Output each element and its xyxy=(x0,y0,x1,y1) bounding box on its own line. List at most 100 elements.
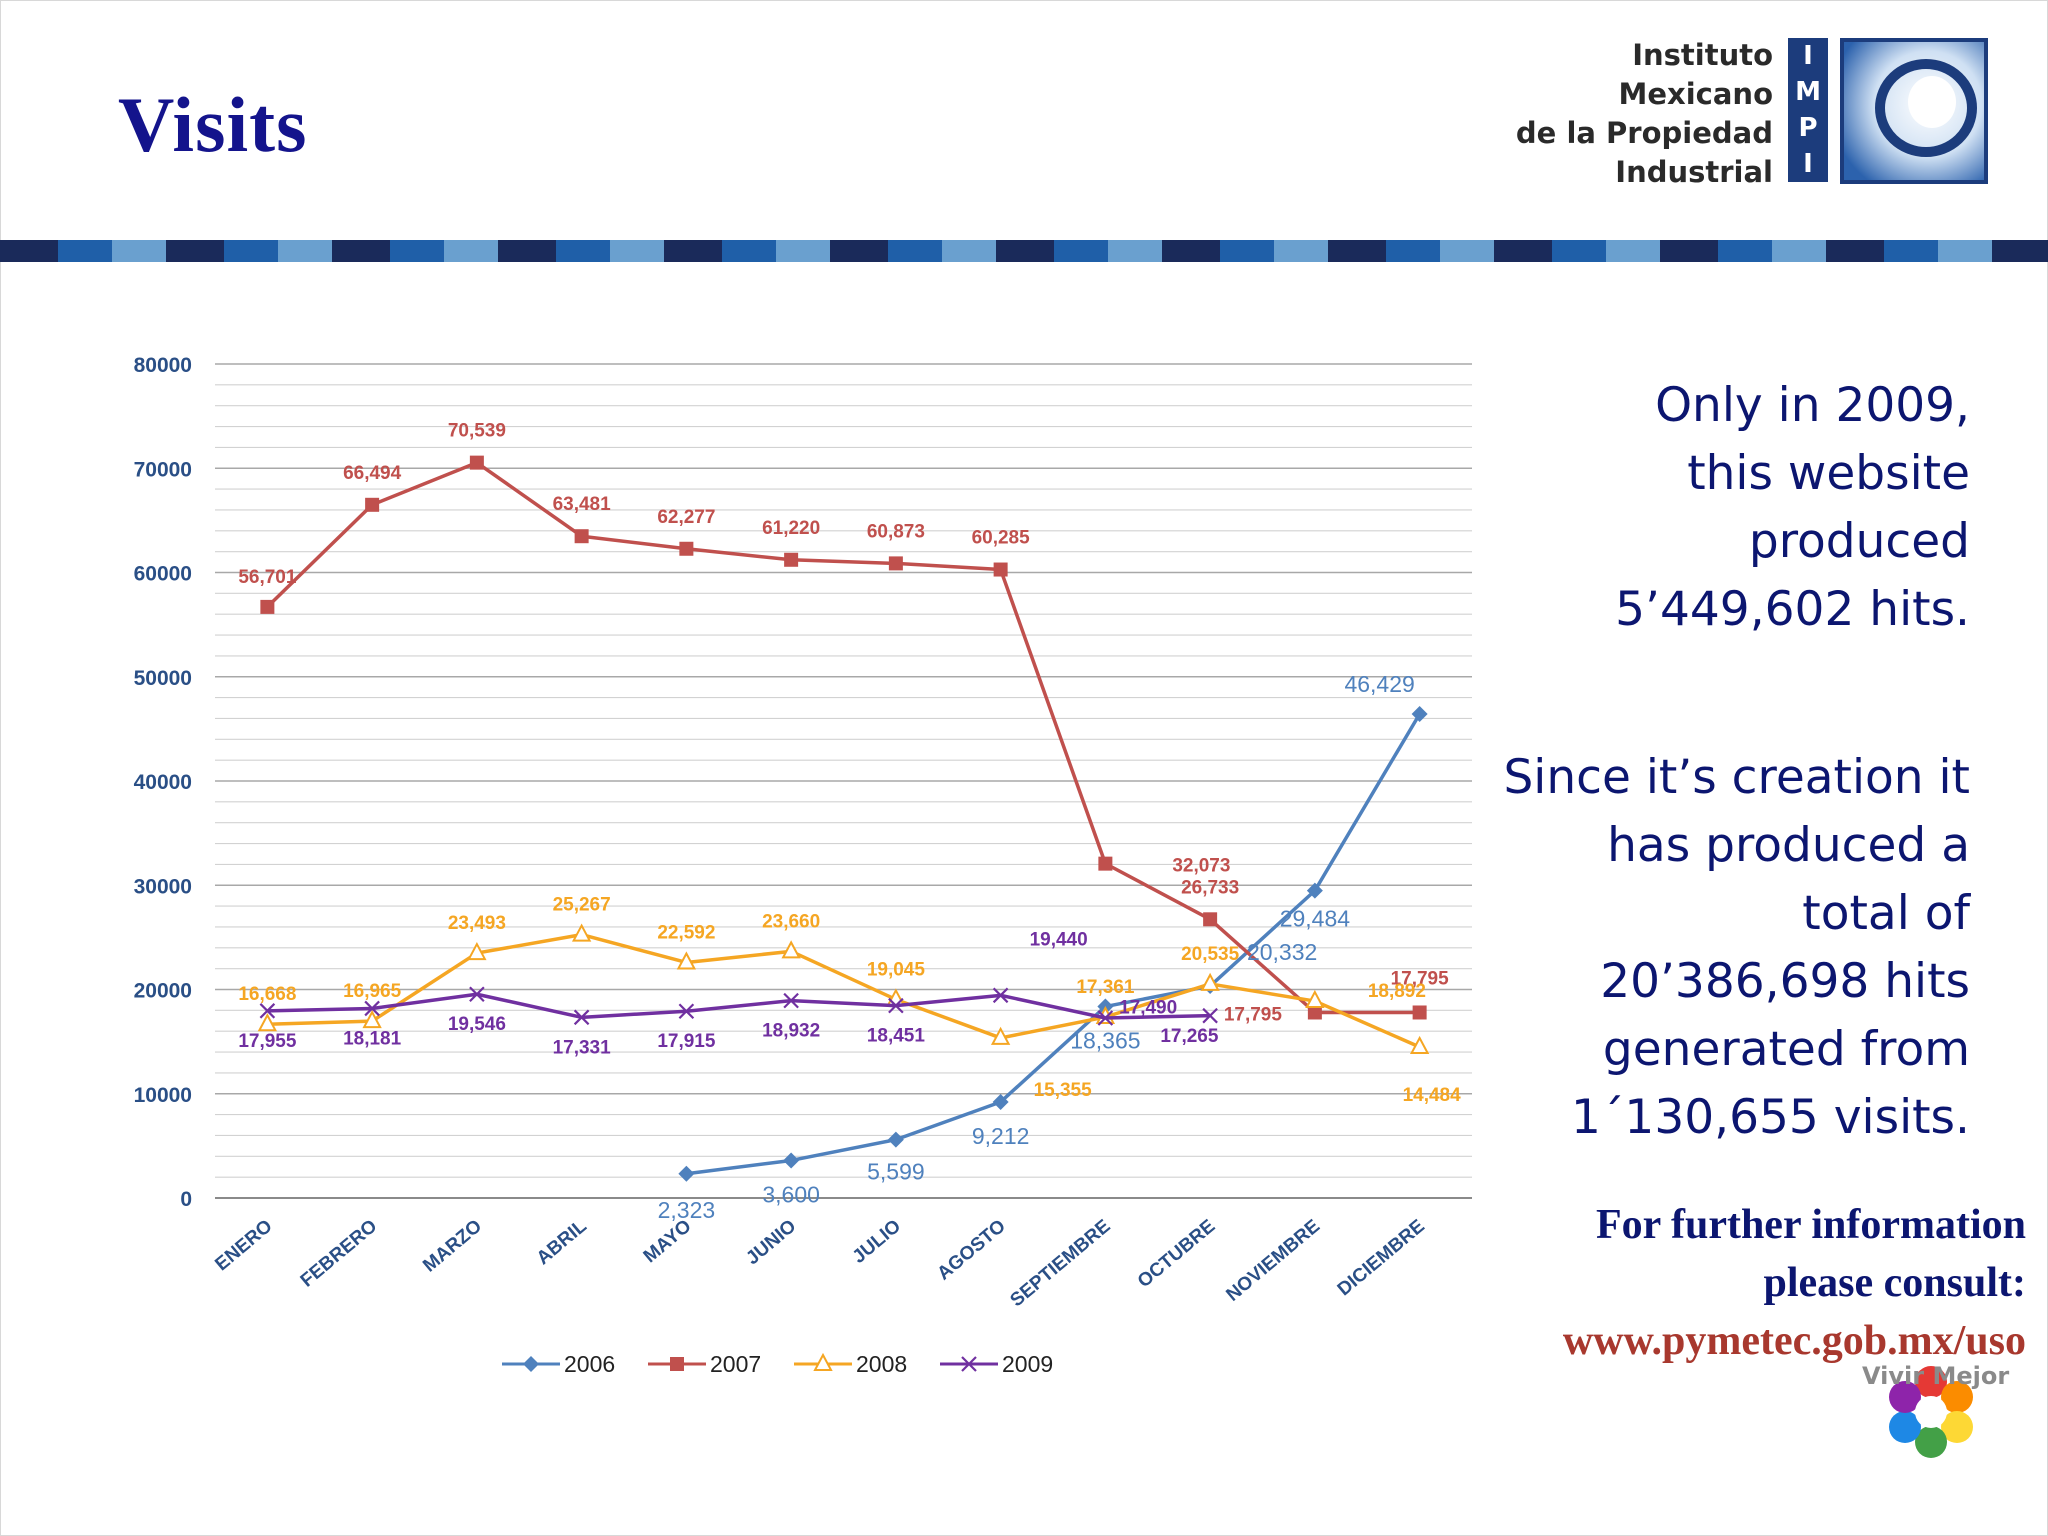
info-line: please consult: xyxy=(1763,1260,2027,1306)
summary-line: this website xyxy=(1687,446,1970,501)
x-tick-label: JUNIO xyxy=(742,1216,800,1269)
stripe-segment xyxy=(390,240,444,262)
stripe-segment xyxy=(830,240,888,262)
stripe-segment xyxy=(444,240,498,262)
x-tick-label: DICIEMBRE xyxy=(1334,1216,1429,1301)
marker-2009 xyxy=(992,987,1009,1004)
info-url-link[interactable]: www.pymetec.gob.mx/uso xyxy=(1562,1318,2026,1364)
logo-line: Instituto xyxy=(1632,38,1773,72)
marker-2008 xyxy=(1200,972,1220,991)
data-label-2007: 63,481 xyxy=(553,494,612,515)
y-tick-label: 30000 xyxy=(134,875,192,898)
y-tick-label: 0 xyxy=(180,1188,192,1211)
stripe-segment xyxy=(1606,240,1660,262)
stripe-segment xyxy=(1386,240,1440,262)
data-label-2009: 17,915 xyxy=(657,1031,716,1052)
data-label-2009: 19,440 xyxy=(1030,929,1088,950)
data-label-2007: 56,701 xyxy=(238,567,297,588)
stripe-segment xyxy=(1772,240,1826,262)
marker-2007 xyxy=(1412,1005,1427,1020)
data-label-2007: 70,539 xyxy=(448,421,506,442)
data-label-2007: 32,073 xyxy=(1172,856,1230,877)
legend-label: 2008 xyxy=(856,1351,907,1377)
marker-2009 xyxy=(783,992,799,1009)
stripe-segment xyxy=(776,240,830,262)
x-tick-label: FEBRERO xyxy=(297,1216,382,1292)
data-label-2006: 3,600 xyxy=(762,1181,820,1207)
logo-line: Mexicano xyxy=(1618,77,1773,111)
marker-2007 xyxy=(574,529,589,544)
marker-2006 xyxy=(1306,882,1323,899)
y-tick-label: 20000 xyxy=(134,980,192,1003)
data-label-2009: 17,490 xyxy=(1119,998,1177,1019)
x-tick-label: ABRIL xyxy=(533,1215,591,1269)
impi-emblem-icon xyxy=(1840,38,1988,184)
y-axis-ticks: 0 10000 20000 30000 40000 50000 60000 70000 8000… xyxy=(134,354,192,1211)
impi-letter: I xyxy=(1803,41,1813,71)
marker-2008 xyxy=(781,940,801,959)
impi-letter: P xyxy=(1798,113,1818,143)
series-line-2007 xyxy=(266,460,1420,1015)
marker-2009 xyxy=(573,1009,590,1026)
vivir-mejor-logo-text: Vivir Mejor xyxy=(1862,1362,2010,1390)
x-axis-ticks: ENERO FEBRERO MARZO ABRIL MAYO JUNIO JULIO AGOS… xyxy=(211,1215,1429,1311)
stripe-segment xyxy=(996,240,1054,262)
vivir-mejor-flower-icon xyxy=(1889,1366,1973,1458)
data-label-2009: 17,955 xyxy=(238,1031,297,1052)
impi-letter-column: I M P I xyxy=(1788,38,1828,182)
marker-2007 xyxy=(993,562,1008,577)
data-label-2008: 23,660 xyxy=(762,911,820,932)
data-label-2008: 25,267 xyxy=(553,895,611,916)
visits-chart: 0 10000 20000 30000 40000 50000 60000 70000 8000… xyxy=(134,354,1472,1377)
marker-2008 xyxy=(1305,989,1325,1009)
stripe-segment xyxy=(1938,240,1992,262)
data-label-2008: 16,965 xyxy=(343,981,402,1002)
data-labels: 2,323 3,600 5,599 9,212 18,365 20,332 29,484 46… xyxy=(238,421,1461,1223)
data-label-2009: 18,181 xyxy=(343,1028,402,1049)
data-label-2009: 18,451 xyxy=(867,1026,926,1047)
x-tick-label: JULIO xyxy=(849,1216,905,1268)
x-tick-label: NOVIEMBRE xyxy=(1222,1216,1324,1306)
logo-line: de la Propiedad xyxy=(1515,116,1773,150)
data-label-2008: 20,535 xyxy=(1181,944,1240,965)
y-tick-label: 80000 xyxy=(134,354,192,377)
series-line-2009 xyxy=(267,992,1211,1020)
summary-line: Since it’s creation it xyxy=(1503,750,1970,805)
stripe-segment xyxy=(1328,240,1386,262)
marker-2009 xyxy=(469,986,485,1003)
stripe-segment xyxy=(1440,240,1494,262)
legend-label: 2007 xyxy=(710,1351,761,1377)
data-label-2007: 17,795 xyxy=(1224,1004,1283,1025)
data-label-2006: 29,484 xyxy=(1280,906,1351,932)
stripe-segment xyxy=(722,240,776,262)
stripe-segment xyxy=(1718,240,1772,262)
marker-2006 xyxy=(1411,705,1428,722)
data-label-2006: 2,323 xyxy=(658,1197,716,1223)
data-label-2007: 61,220 xyxy=(762,518,820,539)
marker-2009 xyxy=(678,1003,695,1020)
data-label-2008: 22,592 xyxy=(657,922,715,943)
marker-2007 xyxy=(784,552,799,567)
data-label-2006: 18,365 xyxy=(1070,1028,1140,1054)
data-label-2008: 15,355 xyxy=(1034,1080,1093,1101)
stripe-segment xyxy=(1494,240,1552,262)
x-tick-label: OCTUBRE xyxy=(1134,1216,1219,1292)
summary-2009: Only in 2009, this website produced 5’44… xyxy=(1615,372,1970,644)
data-label-2008: 19,045 xyxy=(867,959,926,980)
x-tick-label: MAYO xyxy=(640,1216,696,1268)
stripe-segment xyxy=(1552,240,1606,262)
summary-line: 20’386,698 hits xyxy=(1600,954,1970,1009)
data-label-2008: 23,493 xyxy=(448,913,506,934)
stripe-segment xyxy=(942,240,996,262)
chart-grid xyxy=(215,363,1472,1199)
stripe-segment xyxy=(1108,240,1162,262)
data-label-2006: 9,212 xyxy=(972,1123,1030,1149)
data-label-2007: 60,285 xyxy=(972,528,1031,549)
marker-2007 xyxy=(888,556,903,571)
data-label-2007: 62,277 xyxy=(657,507,715,528)
x-tick-label: AGOSTO xyxy=(934,1216,1010,1285)
marker-2007 xyxy=(1098,856,1113,871)
further-info: For further information please consult: … xyxy=(1563,1196,2026,1370)
summary-line: generated from xyxy=(1602,1022,1970,1077)
marker-2008 xyxy=(1409,1035,1430,1055)
